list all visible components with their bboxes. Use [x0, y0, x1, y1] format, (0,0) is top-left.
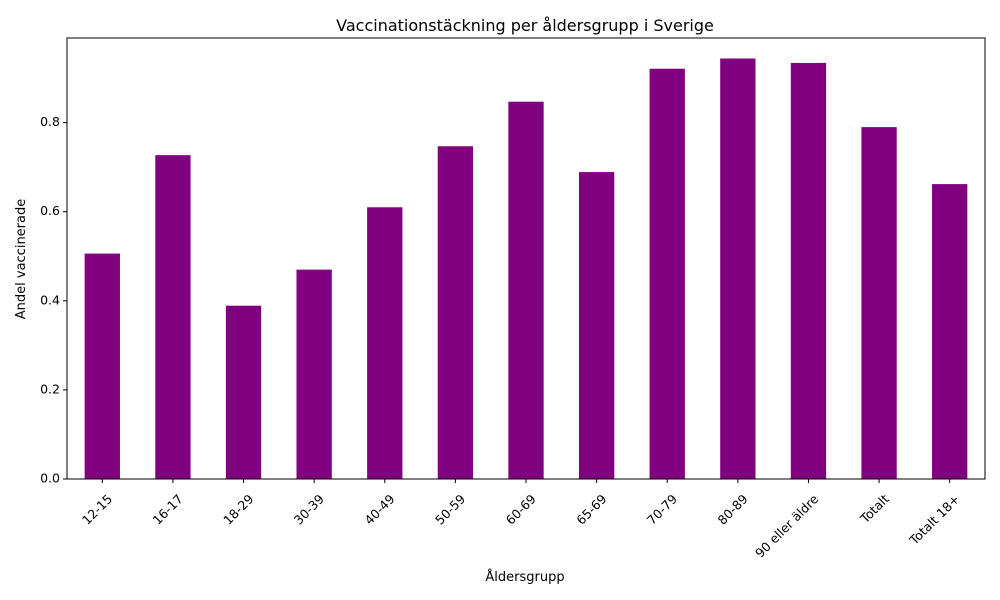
- plot-area-frame: [66, 37, 986, 480]
- x-axis-label: Åldersgrupp: [485, 569, 564, 585]
- bar-60-69: [508, 101, 544, 479]
- bar-Totalt-18plus: [932, 184, 968, 480]
- x-tick-label: 16-17: [150, 491, 186, 527]
- x-tick-label: 60-69: [503, 491, 539, 527]
- x-tick-label: 18-29: [220, 491, 256, 527]
- x-tick-label: Totalt: [857, 491, 892, 526]
- x-tick-label: 65-69: [573, 491, 609, 527]
- y-tick-label: 0.8: [40, 114, 60, 129]
- chart-title: Vaccinationstäckning per åldersgrupp i S…: [336, 16, 714, 35]
- bar-80-89: [720, 58, 756, 480]
- y-tick-label: 0.2: [40, 381, 60, 396]
- x-axis-ticks: 12-15 16-17 18-29 30-39 40-49 50-59 60-69 65-69…: [79, 479, 963, 561]
- x-tick-label: 12-15: [79, 491, 115, 527]
- x-tick-label: 90 eller äldre: [752, 491, 821, 560]
- bar-12-15: [84, 253, 120, 479]
- bar-40-49: [367, 207, 403, 480]
- x-tick-label: 40-49: [361, 491, 397, 527]
- y-tick-label: 0.4: [40, 292, 60, 307]
- bar-50-59: [437, 146, 474, 479]
- x-tick-label: 30-39: [291, 491, 327, 527]
- bar-16-17: [155, 155, 191, 479]
- y-tick-label: 0.0: [40, 471, 60, 486]
- bar-30-39: [296, 269, 332, 479]
- y-axis-ticks: 0.0 0.2 0.4 0.6 0.8: [40, 114, 67, 486]
- x-tick-label: 50-59: [432, 491, 468, 527]
- x-tick-label: 80-89: [714, 491, 750, 527]
- y-tick-label: 0.6: [40, 203, 60, 218]
- bar-65-69: [578, 172, 615, 479]
- x-tick-label: 70-79: [644, 491, 680, 527]
- x-tick-label: Totalt 18+: [906, 491, 963, 548]
- bar-70-79: [649, 68, 685, 480]
- bar-Totalt: [861, 127, 897, 479]
- bar-90-eller-äldre: [790, 62, 827, 479]
- bar-18-29: [225, 305, 262, 479]
- y-axis-label: Andel vaccinerade: [14, 199, 29, 320]
- bars-group: [84, 58, 968, 480]
